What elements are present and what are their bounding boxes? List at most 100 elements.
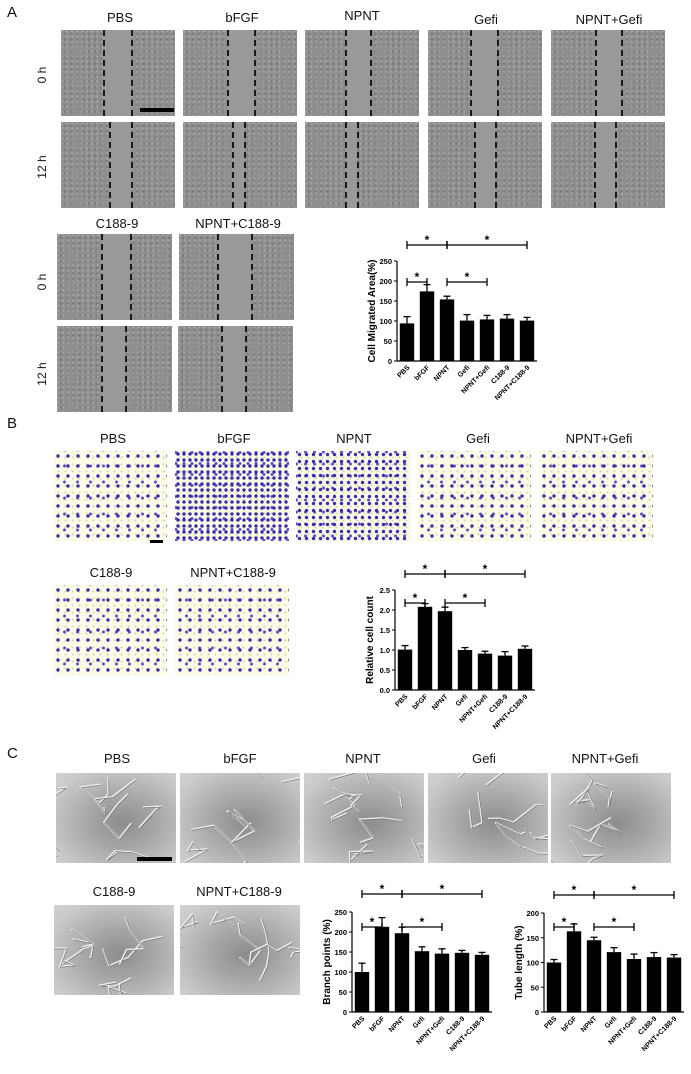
wound-edge-line: [497, 30, 499, 116]
svg-text:0.5: 0.5: [380, 666, 390, 675]
wound-edge-line: [103, 30, 105, 116]
svg-text:0: 0: [535, 1008, 539, 1017]
scratch-assay-image: [57, 234, 172, 320]
col-label-c-gefi: Gefi: [472, 751, 496, 766]
svg-text:*: *: [420, 915, 425, 929]
svg-text:Cell Migrated Area(%): Cell Migrated Area(%): [367, 260, 378, 363]
wound-edge-line: [621, 30, 623, 116]
wound-edge-line: [594, 122, 596, 208]
scratch-assay-image: [305, 122, 419, 208]
scratch-assay-image: [57, 326, 172, 412]
wound-edge-line: [495, 122, 497, 208]
svg-text:*: *: [413, 591, 418, 605]
wound-edge-line: [125, 326, 127, 412]
svg-text:Branch points (%): Branch points (%): [322, 919, 333, 1005]
svg-text:150: 150: [379, 297, 392, 306]
chart-branch-points: 0 50 100 150 200 250 Branch points (%) PBS bFGF N…: [310, 870, 500, 1074]
col-label-c-npnt-c188: NPNT+C188-9: [196, 884, 282, 899]
col-label-c-npnt: NPNT: [345, 751, 381, 766]
svg-text:100: 100: [526, 959, 539, 968]
svg-text:150: 150: [526, 934, 539, 943]
wound-edge-line: [244, 122, 246, 208]
wound-edge-line: [101, 326, 103, 412]
scale-bar: [137, 857, 172, 861]
row-label-a-12h: 12 h: [35, 155, 49, 179]
scratch-assay-image: [61, 122, 175, 208]
transwell-image: [53, 451, 167, 541]
col-label-a-npnt: NPNT: [344, 8, 380, 23]
scratch-assay-image: [428, 30, 542, 116]
svg-text:1.0: 1.0: [380, 646, 390, 655]
svg-text:*: *: [380, 882, 385, 896]
col-label-b-c188: C188-9: [89, 565, 133, 580]
svg-text:*: *: [562, 915, 567, 929]
svg-text:Tube length (%): Tube length (%): [514, 925, 525, 999]
wound-edge-line: [131, 122, 133, 208]
col-label-a-c188: C188-9: [95, 216, 139, 231]
wound-edge-line: [345, 30, 347, 116]
svg-text:Gefi: Gefi: [455, 693, 470, 708]
scratch-assay-image: [551, 122, 665, 208]
transwell-image: [175, 451, 289, 541]
scratch-assay-image: [178, 326, 293, 412]
svg-text:*: *: [483, 562, 488, 576]
col-label-c-npnt-gefi: NPNT+Gefi: [571, 751, 639, 766]
svg-text:150: 150: [334, 948, 347, 957]
col-label-c-pbs: PBS: [103, 751, 130, 766]
chart-cell-migrated-area: 0 50 100 150 200 250 Cell Migrated Area(%) PBS b…: [340, 200, 540, 425]
svg-text:bFGF: bFGF: [412, 693, 430, 711]
svg-text:50: 50: [339, 988, 347, 997]
svg-text:*: *: [415, 270, 420, 284]
scratch-assay-image: [428, 122, 542, 208]
wound-edge-line: [245, 326, 247, 412]
wound-edge-line: [357, 122, 359, 208]
tube-formation-image: [428, 773, 548, 863]
svg-text:0: 0: [388, 357, 392, 366]
svg-text:200: 200: [526, 909, 539, 918]
svg-text:50: 50: [384, 337, 392, 346]
svg-text:*: *: [440, 882, 445, 896]
svg-text:*: *: [612, 915, 617, 929]
svg-text:0: 0: [343, 1008, 347, 1017]
transwell-image: [539, 451, 653, 541]
wound-edge-line: [251, 234, 253, 320]
wound-edge-line: [101, 234, 103, 320]
svg-text:NPNT: NPNT: [580, 1015, 599, 1034]
tube-formation-image: [54, 905, 174, 995]
chart-relative-cell-count: 0.0 0.5 1.0 1.5 2.0 2.5 Relative cell count PBS…: [340, 550, 540, 755]
wound-edge-line: [130, 234, 132, 320]
svg-text:*: *: [370, 915, 375, 929]
svg-text:bFGF: bFGF: [414, 364, 432, 382]
svg-text:Gefi: Gefi: [457, 364, 472, 379]
scale-bar: [140, 108, 174, 112]
svg-text:250: 250: [334, 908, 347, 917]
scratch-assay-image: [179, 234, 294, 320]
svg-text:NPNT: NPNT: [431, 693, 450, 712]
col-label-b-pbs: PBS: [99, 431, 126, 446]
panel-letter-c: C: [7, 745, 18, 762]
wound-edge-line: [227, 30, 229, 116]
svg-text:*: *: [463, 591, 468, 605]
transwell-image: [175, 585, 289, 675]
transwell-image: [296, 451, 410, 541]
svg-text:bFGF: bFGF: [561, 1015, 579, 1033]
svg-text:NPNT: NPNT: [388, 1015, 407, 1034]
wound-edge-line: [615, 122, 617, 208]
wound-edge-line: [474, 122, 476, 208]
col-label-c-bfgf: bFGF: [223, 751, 257, 766]
wound-edge-line: [370, 30, 372, 116]
svg-text:50: 50: [531, 983, 539, 992]
svg-text:*: *: [572, 883, 577, 897]
wound-edge-line: [217, 234, 219, 320]
scratch-assay-image: [61, 30, 175, 116]
svg-text:PBS: PBS: [396, 364, 411, 379]
svg-text:Relative cell count: Relative cell count: [365, 595, 376, 683]
tube-formation-image: [180, 905, 300, 995]
tube-formation-image: [551, 773, 671, 863]
svg-text:0.0: 0.0: [380, 686, 390, 695]
scratch-assay-image: [183, 122, 297, 208]
svg-text:100: 100: [334, 968, 347, 977]
tube-formation-image: [304, 773, 424, 863]
scratch-assay-image: [305, 30, 419, 116]
wound-edge-line: [470, 30, 472, 116]
